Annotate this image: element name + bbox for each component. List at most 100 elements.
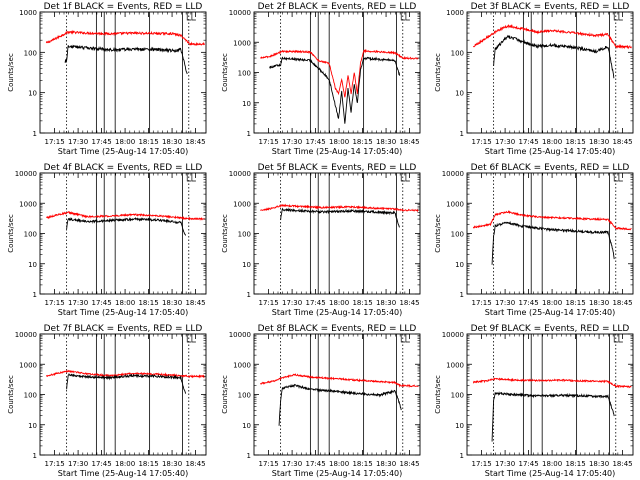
y-tick-label: 1 — [247, 452, 251, 460]
chart-panel-1: Det 1f BLACK = Events, RED = LLD Counts/s… — [7, 2, 207, 156]
x-tick-label: 18:30 — [589, 138, 609, 146]
plot-frame — [253, 11, 421, 134]
x-tick-label: 18:45 — [399, 460, 419, 468]
events-series-line — [278, 383, 402, 426]
y-tick-label: 10000 — [229, 9, 251, 17]
events-series-line — [280, 207, 400, 228]
plot-area — [45, 173, 205, 294]
plot-frame — [466, 11, 634, 134]
x-tick-label: 18:45 — [185, 460, 205, 468]
x-tick-label: 18:00 — [329, 460, 349, 468]
lld-series-line — [260, 48, 419, 98]
x-tick-label: 18:15 — [352, 460, 372, 468]
chart-title: Det 2f BLACK = Events, RED = LLD — [258, 2, 417, 12]
x-tick-label: 18:45 — [185, 299, 205, 307]
plot-frame — [39, 172, 207, 295]
x-tick-label: 18:30 — [376, 460, 396, 468]
x-tick-label: 17:30 — [68, 138, 88, 146]
y-tick-label: 10000 — [442, 331, 464, 339]
y-tick-label: 10 — [242, 261, 251, 269]
y-tick-label: 10 — [28, 261, 37, 269]
chart-panel-6: Det 6f BLACK = Events, RED = LLD Counts/s… — [434, 163, 634, 317]
x-tick-label: 17:45 — [91, 138, 111, 146]
y-tick-label: 100 — [451, 392, 464, 400]
lld-series-line — [260, 373, 419, 389]
y-axis-label: Counts/sec — [434, 214, 442, 253]
x-tick-label: 18:30 — [376, 299, 396, 307]
y-tick-label: 100 — [24, 49, 37, 57]
y-tick-label: 100 — [451, 231, 464, 239]
x-axis-label: Start Time (25-Aug-14 17:05:40) — [58, 469, 189, 478]
chart-title: Det 6f BLACK = Events, RED = LLD — [471, 163, 630, 173]
x-tick-label: 17:45 — [518, 299, 538, 307]
y-tick-label: 1 — [33, 130, 37, 138]
y-tick-label: 1 — [33, 291, 37, 299]
x-tick-label: 18:30 — [162, 299, 182, 307]
plot-area — [472, 173, 632, 294]
corner-marker — [186, 334, 192, 343]
x-axis-label: Start Time (25-Aug-14 17:05:40) — [485, 308, 616, 317]
x-axis-label: Start Time (25-Aug-14 17:05:40) — [272, 147, 403, 156]
x-tick-label: 17:15 — [259, 138, 279, 146]
y-tick-label: 100 — [238, 392, 251, 400]
corner-marker — [613, 12, 619, 21]
x-tick-label: 18:30 — [162, 460, 182, 468]
plot-frame — [39, 11, 207, 134]
x-tick-label: 17:30 — [282, 138, 302, 146]
lld-series-line — [45, 29, 205, 46]
y-tick-label: 10 — [28, 422, 37, 430]
y-tick-label: 1000 — [19, 200, 37, 208]
y-tick-label: 100 — [24, 392, 37, 400]
x-tick-label: 17:15 — [259, 299, 279, 307]
y-tick-label: 10000 — [15, 331, 37, 339]
y-tick-label: 1 — [460, 291, 464, 299]
x-tick-label: 18:15 — [352, 138, 372, 146]
x-tick-label: 18:00 — [115, 299, 135, 307]
x-tick-label: 17:45 — [305, 460, 325, 468]
x-tick-label: 18:00 — [329, 138, 349, 146]
x-tick-label: 18:00 — [115, 138, 135, 146]
y-axis-label: Counts/sec — [221, 214, 229, 253]
y-tick-label: 10000 — [442, 170, 464, 178]
x-tick-label: 18:15 — [138, 460, 158, 468]
x-tick-label: 18:45 — [612, 299, 632, 307]
chart-title: Det 3f BLACK = Events, RED = LLD — [471, 2, 630, 12]
x-tick-label: 17:15 — [472, 460, 492, 468]
x-tick-label: 17:30 — [282, 299, 302, 307]
y-tick-label: 10000 — [15, 170, 37, 178]
corner-marker — [186, 12, 192, 21]
x-tick-label: 17:30 — [68, 460, 88, 468]
lld-series-line — [472, 23, 632, 50]
corner-marker — [613, 173, 619, 182]
events-series-line — [66, 372, 187, 394]
y-tick-label: 100 — [451, 49, 464, 57]
x-tick-label: 18:15 — [138, 299, 158, 307]
y-axis-label: Counts/sec — [7, 375, 15, 414]
lld-series-line — [45, 369, 205, 379]
x-tick-label: 18:45 — [399, 299, 419, 307]
x-tick-label: 18:00 — [542, 299, 562, 307]
x-tick-label: 18:30 — [589, 460, 609, 468]
y-tick-label: 10000 — [229, 170, 251, 178]
x-tick-label: 17:30 — [282, 460, 302, 468]
x-axis-label: Start Time (25-Aug-14 17:05:40) — [485, 469, 616, 478]
events-series-line — [269, 56, 401, 124]
x-tick-label: 17:15 — [472, 138, 492, 146]
y-tick-label: 10 — [455, 90, 464, 98]
lld-series-line — [472, 210, 632, 231]
corner-marker — [405, 334, 410, 343]
lld-series-line — [260, 203, 419, 213]
x-tick-label: 17:15 — [45, 138, 65, 146]
chart-panel-2: Det 2f BLACK = Events, RED = LLD Counts/s… — [221, 2, 421, 156]
corner-marker — [618, 334, 623, 343]
corner-marker — [618, 173, 623, 182]
x-tick-label: 18:15 — [565, 460, 585, 468]
y-tick-label: 1000 — [446, 9, 464, 17]
x-tick-label: 18:00 — [542, 460, 562, 468]
y-tick-label: 1000 — [233, 39, 251, 47]
plot-frame — [39, 333, 207, 456]
x-tick-label: 17:15 — [45, 299, 65, 307]
corner-marker — [400, 12, 406, 21]
lld-series-line — [472, 377, 632, 389]
